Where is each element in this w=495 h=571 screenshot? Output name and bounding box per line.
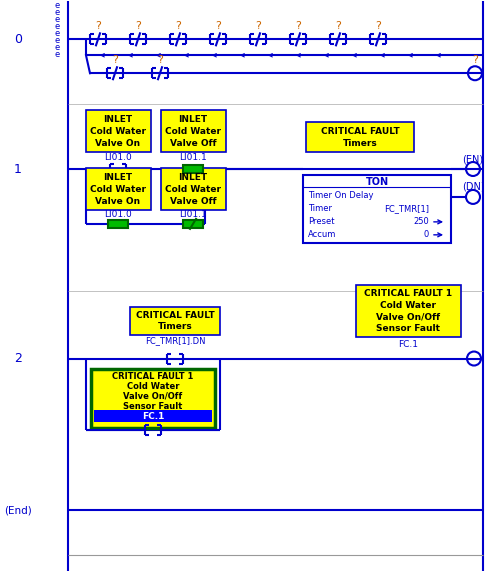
Text: 0: 0	[14, 33, 22, 46]
Text: Valve Off: Valve Off	[170, 197, 216, 206]
Text: TON: TON	[365, 177, 389, 187]
Text: ?: ?	[295, 21, 301, 31]
Text: 2: 2	[14, 352, 22, 365]
Text: FC_TMR[1].DN: FC_TMR[1].DN	[145, 336, 205, 345]
Text: ?: ?	[175, 21, 181, 31]
Text: (DN): (DN)	[462, 182, 484, 192]
Text: e: e	[54, 43, 59, 52]
Text: 250: 250	[413, 218, 429, 226]
Text: Valve Off: Valve Off	[170, 139, 216, 148]
Text: INLET: INLET	[178, 115, 207, 124]
Bar	[86, 168, 150, 210]
Text: 1: 1	[14, 163, 22, 175]
Text: e: e	[54, 50, 59, 59]
Text: Valve On: Valve On	[96, 139, 141, 148]
Text: FC_TMR[1]: FC_TMR[1]	[384, 204, 429, 214]
Text: Cold Water: Cold Water	[165, 127, 221, 136]
Text: (EN): (EN)	[462, 154, 484, 164]
Text: ?: ?	[335, 21, 341, 31]
Text: LI01.0: LI01.0	[104, 210, 132, 219]
Text: INLET: INLET	[178, 173, 207, 182]
Text: ?: ?	[472, 55, 478, 65]
Text: CRITICAL FAULT 1: CRITICAL FAULT 1	[364, 289, 452, 299]
Text: ?: ?	[135, 21, 141, 31]
Bar	[91, 368, 215, 428]
Bar	[94, 411, 212, 423]
Text: e: e	[54, 8, 59, 17]
Bar	[183, 165, 203, 173]
Text: ?: ?	[95, 21, 101, 31]
Bar	[306, 122, 414, 152]
Text: CRITICAL FAULT: CRITICAL FAULT	[321, 127, 399, 136]
Text: Sensor Fault: Sensor Fault	[123, 402, 183, 411]
Text: FC.1: FC.1	[398, 340, 418, 349]
Bar	[355, 285, 460, 336]
Text: Valve On: Valve On	[96, 197, 141, 206]
Text: INLET: INLET	[103, 115, 133, 124]
Text: Cold Water: Cold Water	[127, 382, 179, 391]
Text: Cold Water: Cold Water	[90, 127, 146, 136]
Text: Timers: Timers	[157, 322, 193, 331]
Text: (End): (End)	[4, 505, 32, 515]
Bar	[183, 220, 203, 228]
Bar	[160, 110, 226, 152]
Bar	[160, 168, 226, 210]
Text: Cold Water: Cold Water	[380, 301, 436, 310]
Text: INLET: INLET	[103, 173, 133, 182]
Text: Sensor Fault: Sensor Fault	[376, 324, 440, 333]
Text: Preset: Preset	[308, 218, 335, 226]
Text: LI01.1: LI01.1	[179, 152, 207, 162]
Text: ?: ?	[157, 55, 163, 65]
Text: e: e	[54, 1, 59, 10]
Text: ?: ?	[255, 21, 261, 31]
Text: e: e	[54, 22, 59, 31]
Text: e: e	[54, 36, 59, 45]
Text: Timer On Delay: Timer On Delay	[308, 191, 374, 200]
Text: Valve On/Off: Valve On/Off	[123, 392, 183, 401]
Text: Accum: Accum	[308, 230, 337, 239]
Text: ?: ?	[215, 21, 221, 31]
Bar	[108, 220, 128, 228]
Text: FC.1: FC.1	[142, 412, 164, 421]
Text: Timer: Timer	[308, 204, 332, 214]
Text: e: e	[54, 15, 59, 24]
Text: Cold Water: Cold Water	[90, 185, 146, 194]
Bar	[303, 175, 451, 243]
Text: Cold Water: Cold Water	[165, 185, 221, 194]
Bar	[86, 110, 150, 152]
Text: Timers: Timers	[343, 139, 377, 148]
Text: ?: ?	[112, 55, 118, 65]
Text: 0: 0	[424, 230, 429, 239]
Text: LI01.0: LI01.0	[104, 152, 132, 162]
Bar	[130, 307, 220, 335]
Text: Valve On/Off: Valve On/Off	[376, 312, 440, 321]
Text: CRITICAL FAULT 1: CRITICAL FAULT 1	[112, 372, 194, 381]
Text: ?: ?	[375, 21, 381, 31]
Text: CRITICAL FAULT: CRITICAL FAULT	[136, 311, 214, 320]
Text: LI01.1: LI01.1	[179, 210, 207, 219]
Text: e: e	[54, 29, 59, 38]
